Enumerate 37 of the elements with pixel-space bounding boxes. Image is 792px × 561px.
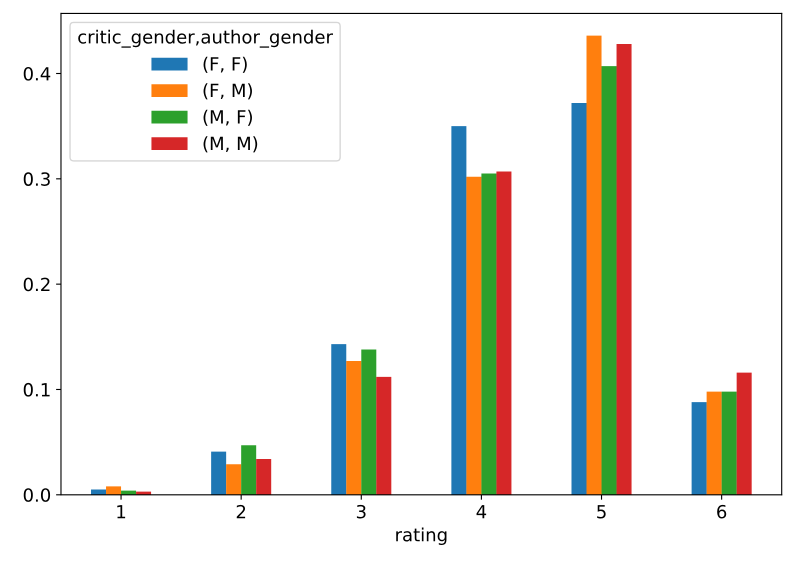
bar <box>331 344 346 495</box>
legend-label: (F, F) <box>204 56 247 73</box>
x-tick-label: 5 <box>597 505 606 518</box>
y-tick-label: 0.3 <box>24 172 50 186</box>
x-tick-label: 2 <box>236 504 246 518</box>
bar <box>346 361 362 495</box>
y-tick-label: 0.2 <box>24 278 50 292</box>
bar <box>361 349 376 495</box>
bar <box>692 402 707 495</box>
bar <box>451 126 466 495</box>
bar <box>616 44 632 495</box>
bar <box>211 452 226 495</box>
bar <box>241 445 256 495</box>
bar <box>736 372 752 495</box>
x-tick-label: 3 <box>356 504 366 518</box>
y-tick-label: 0.4 <box>24 66 50 81</box>
x-tick-label: 6 <box>717 504 726 518</box>
bar <box>256 458 272 495</box>
legend-label: (F, M) <box>204 83 252 100</box>
y-tick-label: 0.0 <box>24 488 50 502</box>
bar <box>722 392 737 495</box>
bar <box>481 174 496 495</box>
legend-label: (M, F) <box>204 110 252 126</box>
x-tick-label: 1 <box>117 505 126 518</box>
y-tick-label: 0.1 <box>24 382 50 397</box>
bar <box>466 176 482 495</box>
bar <box>706 392 722 495</box>
legend-label: (M, M) <box>204 136 258 152</box>
bar <box>496 171 512 495</box>
bar <box>571 102 587 495</box>
legend-title: critic_gender,author_gender <box>78 30 333 48</box>
bar <box>586 36 602 495</box>
bar <box>376 376 392 495</box>
bar <box>226 464 242 495</box>
x-axis-title: rating <box>396 528 446 546</box>
x-tick-label: 4 <box>476 505 486 518</box>
bar <box>602 66 617 495</box>
